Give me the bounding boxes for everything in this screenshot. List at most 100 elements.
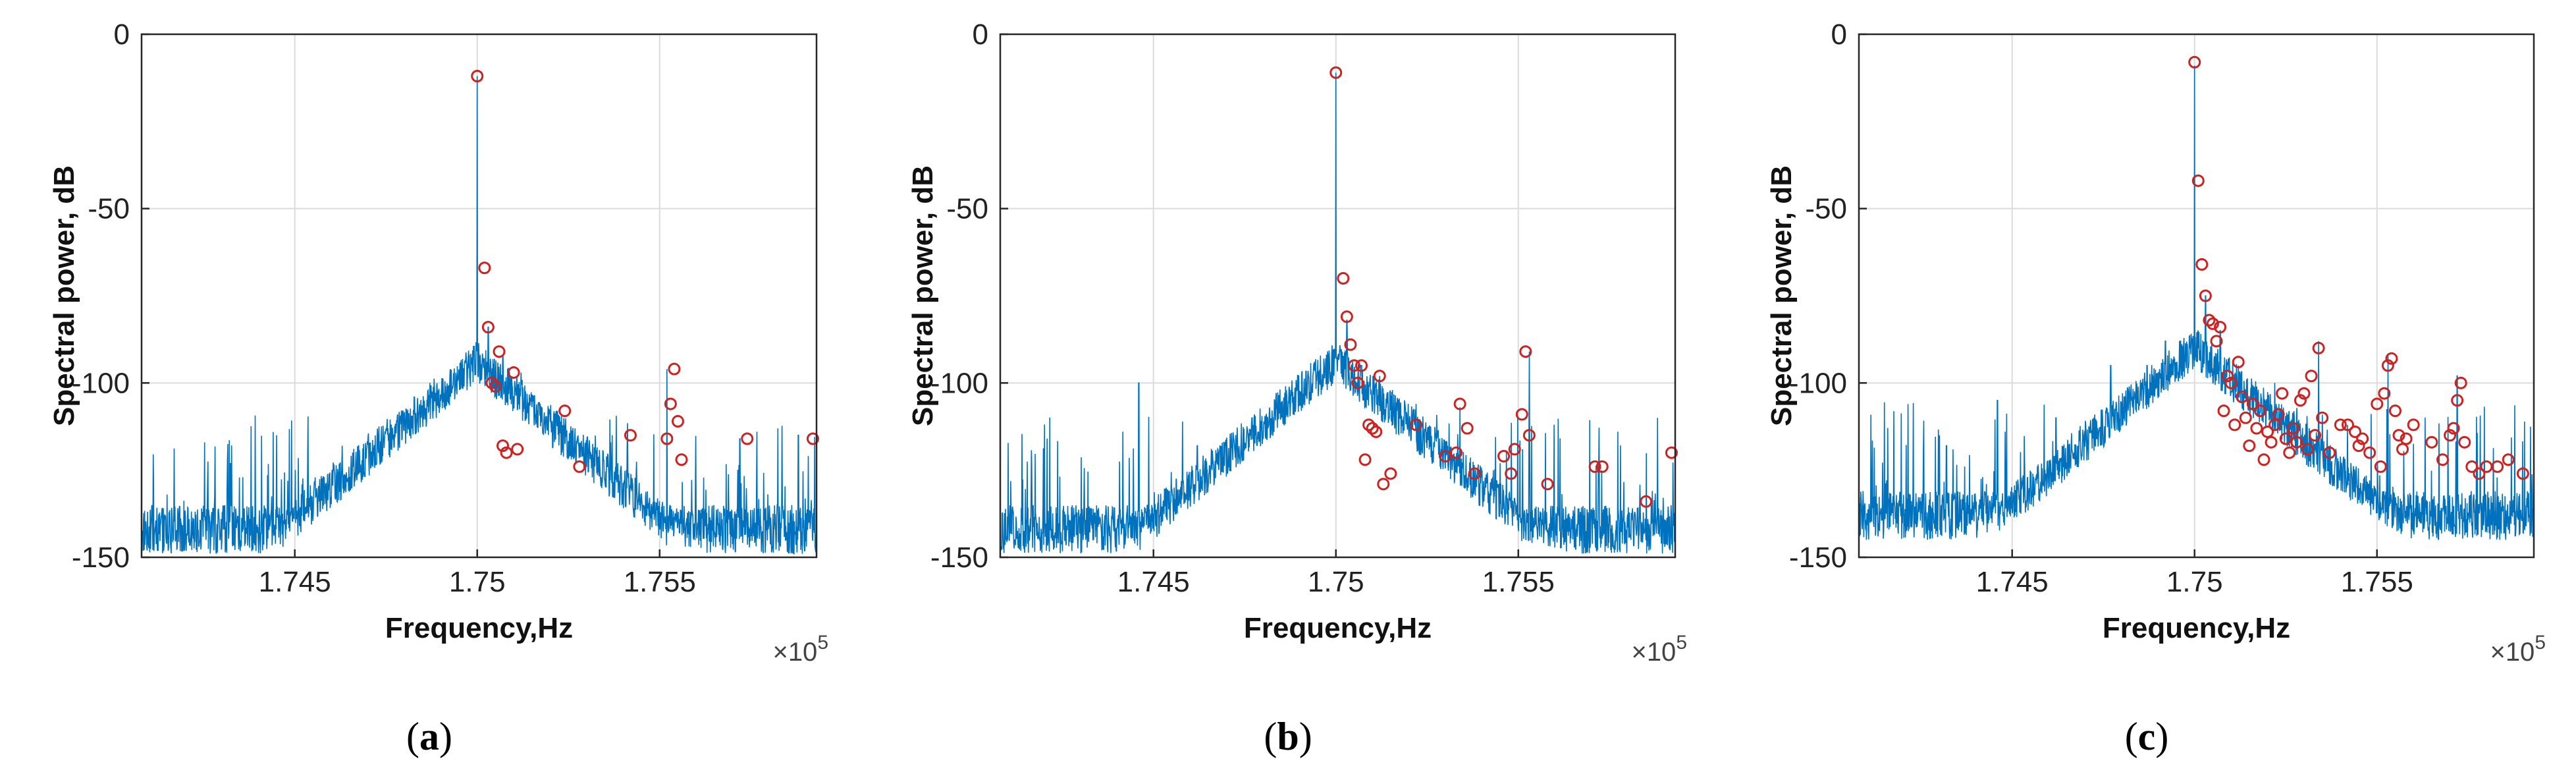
peak-marker (2279, 432, 2292, 445)
peak-marker (558, 404, 572, 418)
peak-marker (1373, 370, 1386, 383)
peak-marker (500, 446, 513, 459)
peak-marker (2294, 394, 2307, 407)
x-tick-label: 1.755 (1482, 566, 1555, 598)
peak-marker (2385, 352, 2398, 365)
peak-marker (1347, 359, 1360, 372)
peak-marker (1370, 425, 1383, 438)
peak-marker (2407, 418, 2420, 431)
peak-marker (1340, 310, 1353, 323)
peak-marker (2323, 446, 2336, 459)
peak-marker (1450, 446, 1463, 459)
peak-marker (2451, 394, 2464, 407)
peak-marker (2203, 314, 2216, 327)
peak-marker (2356, 432, 2369, 445)
peak-marker (1508, 443, 1521, 456)
panel-caption-letter: c (2138, 715, 2156, 758)
y-tick-label: 0 (114, 18, 130, 51)
peak-marker (2425, 435, 2438, 449)
y-tick-label: -50 (946, 193, 988, 225)
peak-marker (1522, 429, 1536, 442)
spectrum-chart-a: 1.745 1.75 1.755 0 -50 -100 -150 Frequency,Hz Sp… (48, 18, 828, 758)
panel-caption: (a) (406, 715, 452, 758)
peak-marker (2257, 453, 2270, 466)
peak-marker (2454, 376, 2467, 389)
y-tick-label: -150 (1789, 541, 1847, 574)
peak-marker (2502, 453, 2515, 466)
peak-marker (2341, 418, 2354, 431)
peak-marker (2334, 418, 2347, 431)
x-tick-label: 1.75 (449, 566, 506, 598)
peak-marker (1362, 418, 1376, 431)
peak-marker (2246, 397, 2259, 410)
axes-frame (999, 33, 1677, 559)
peak-marker (1461, 422, 1474, 435)
peak-marker (478, 262, 491, 275)
panel-caption: (c) (2125, 715, 2169, 758)
peak-marker (2352, 439, 2365, 453)
peak-marker (2195, 258, 2209, 271)
y-tick-label: -50 (88, 193, 130, 225)
peak-marker (2392, 429, 2405, 442)
peak-marker (2381, 359, 2394, 372)
peak-marker (2363, 446, 2376, 459)
x-axis-label: Frequency,Hz (2103, 612, 2290, 644)
x-tick-label: 1.75 (2166, 566, 2223, 598)
peak-marker (1588, 460, 1601, 473)
peak-marker (493, 345, 506, 358)
x-multiplier-label: ×105 (2490, 632, 2546, 667)
peak-marker (624, 429, 637, 442)
panel-caption-letter: a (419, 715, 439, 758)
peak-marker (2297, 387, 2311, 400)
peak-marker (1541, 478, 1554, 491)
peak-marker (2253, 404, 2267, 418)
peak-marker (2283, 446, 2296, 459)
peak-marker (2214, 321, 2227, 334)
peak-marker (2261, 425, 2274, 438)
x-multiplier-label: ×105 (1631, 632, 1687, 667)
peak-marker (2316, 411, 2329, 424)
peak-marker (2217, 404, 2230, 418)
x-multiplier-exponent: 5 (817, 632, 828, 653)
peak-marker (1329, 66, 1343, 79)
peak-marker (507, 366, 520, 379)
peak-marker (511, 443, 524, 456)
peak-marker (675, 453, 688, 466)
peak-marker (2199, 289, 2212, 302)
peak-marker (1344, 338, 1357, 351)
peak-marker (671, 415, 684, 428)
panel-caption: (b) (1264, 715, 1312, 758)
peak-marker (664, 397, 677, 410)
peak-marker (1351, 376, 1364, 389)
x-tick-label: 1.755 (2341, 566, 2413, 598)
peak-marker (1596, 460, 1609, 473)
peak-marker (2243, 439, 2256, 453)
peak-marker (2491, 460, 2504, 473)
panel-caption-letter: b (1277, 715, 1299, 758)
spectrum-chart-b: 1.745 1.75 1.755 0 -50 -100 -150 Frequency,Hz Sp… (907, 18, 1687, 758)
spectrum-line (141, 76, 817, 555)
peak-marker (1358, 453, 1372, 466)
y-axis-label: Spectral power, dB (48, 165, 80, 426)
x-multiplier-exponent: 5 (2535, 632, 2546, 653)
peak-marker (1453, 397, 1466, 410)
y-tick-label: -50 (1805, 193, 1847, 225)
peak-marker (1640, 495, 1653, 508)
plot-area (1859, 34, 2534, 557)
peak-marker (2265, 435, 2278, 449)
peak-marker (2236, 391, 2249, 404)
peak-marker (2312, 341, 2325, 354)
x-tick-label: 1.745 (259, 566, 331, 598)
peak-marker (496, 439, 510, 453)
peak-marker (2272, 408, 2285, 421)
peak-marker (2228, 418, 2241, 431)
x-tick-label: 1.75 (1308, 566, 1364, 598)
peak-marker (1439, 449, 1452, 462)
y-axis-label: Spectral power, dB (907, 165, 939, 426)
peak-marker (1505, 467, 1518, 480)
peak-marker (2250, 422, 2263, 435)
y-tick-label: -100 (930, 367, 988, 399)
x-tick-label: 1.755 (624, 566, 696, 598)
plot-area (142, 34, 817, 557)
peak-marker (1355, 359, 1368, 372)
